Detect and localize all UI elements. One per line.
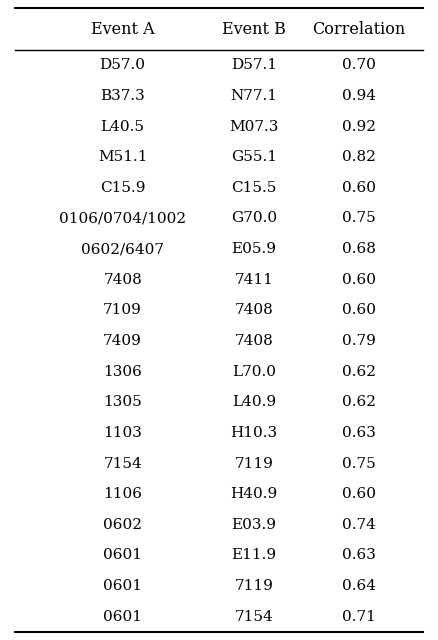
Text: 0.82: 0.82 bbox=[342, 150, 376, 164]
Text: 0.68: 0.68 bbox=[342, 242, 376, 256]
Text: 0.60: 0.60 bbox=[342, 487, 376, 501]
Text: 0.70: 0.70 bbox=[342, 58, 376, 72]
Text: 1103: 1103 bbox=[103, 426, 142, 440]
Text: 7154: 7154 bbox=[235, 610, 273, 624]
Text: 1306: 1306 bbox=[103, 365, 142, 379]
Text: 0.94: 0.94 bbox=[342, 89, 376, 103]
Text: 1305: 1305 bbox=[103, 396, 142, 409]
Text: B37.3: B37.3 bbox=[100, 89, 145, 103]
Text: E03.9: E03.9 bbox=[232, 518, 276, 532]
Text: G55.1: G55.1 bbox=[231, 150, 277, 164]
Text: 0602: 0602 bbox=[103, 518, 142, 532]
Text: 0.62: 0.62 bbox=[342, 396, 376, 409]
Text: 7408: 7408 bbox=[235, 303, 273, 317]
Text: 7154: 7154 bbox=[103, 456, 142, 470]
Text: C15.5: C15.5 bbox=[231, 181, 277, 195]
Text: 0601: 0601 bbox=[103, 579, 142, 593]
Text: C15.9: C15.9 bbox=[100, 181, 145, 195]
Text: 0.79: 0.79 bbox=[342, 334, 376, 348]
Text: 7109: 7109 bbox=[103, 303, 142, 317]
Text: 7408: 7408 bbox=[103, 273, 142, 287]
Text: 0.64: 0.64 bbox=[342, 579, 376, 593]
Text: 0602/6407: 0602/6407 bbox=[81, 242, 164, 256]
Text: G70.0: G70.0 bbox=[231, 211, 277, 225]
Text: H10.3: H10.3 bbox=[230, 426, 278, 440]
Text: L70.0: L70.0 bbox=[232, 365, 276, 379]
Text: N77.1: N77.1 bbox=[230, 89, 278, 103]
Text: E11.9: E11.9 bbox=[231, 548, 277, 563]
Text: 0106/0704/1002: 0106/0704/1002 bbox=[59, 211, 186, 225]
Text: H40.9: H40.9 bbox=[230, 487, 278, 501]
Text: 0.60: 0.60 bbox=[342, 273, 376, 287]
Text: M51.1: M51.1 bbox=[98, 150, 148, 164]
Text: 7411: 7411 bbox=[235, 273, 273, 287]
Text: 0.62: 0.62 bbox=[342, 365, 376, 379]
Text: D57.1: D57.1 bbox=[231, 58, 277, 72]
Text: 7119: 7119 bbox=[235, 456, 273, 470]
Text: 0.75: 0.75 bbox=[342, 456, 376, 470]
Text: Event A: Event A bbox=[91, 20, 155, 38]
Text: 0.60: 0.60 bbox=[342, 181, 376, 195]
Text: 0.63: 0.63 bbox=[342, 426, 376, 440]
Text: 0.63: 0.63 bbox=[342, 548, 376, 563]
Text: 0.74: 0.74 bbox=[342, 518, 376, 532]
Text: M07.3: M07.3 bbox=[230, 120, 279, 134]
Text: 0.75: 0.75 bbox=[342, 211, 376, 225]
Text: 0.92: 0.92 bbox=[342, 120, 376, 134]
Text: D57.0: D57.0 bbox=[99, 58, 146, 72]
Text: 0601: 0601 bbox=[103, 548, 142, 563]
Text: L40.9: L40.9 bbox=[232, 396, 276, 409]
Text: 7409: 7409 bbox=[103, 334, 142, 348]
Text: 0.60: 0.60 bbox=[342, 303, 376, 317]
Text: 7408: 7408 bbox=[235, 334, 273, 348]
Text: 0.71: 0.71 bbox=[342, 610, 376, 624]
Text: 0601: 0601 bbox=[103, 610, 142, 624]
Text: Event B: Event B bbox=[222, 20, 286, 38]
Text: 7119: 7119 bbox=[235, 579, 273, 593]
Text: L40.5: L40.5 bbox=[101, 120, 145, 134]
Text: Correlation: Correlation bbox=[313, 20, 406, 38]
Text: E05.9: E05.9 bbox=[232, 242, 276, 256]
Text: 1106: 1106 bbox=[103, 487, 142, 501]
